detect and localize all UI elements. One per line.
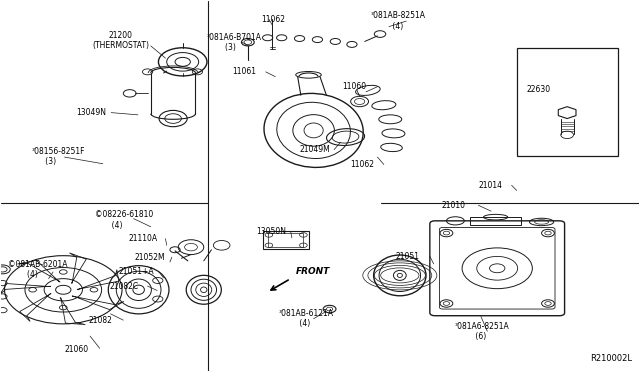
Text: 22630: 22630: [526, 85, 550, 94]
Text: ©08226-61810
       (4): ©08226-61810 (4): [95, 211, 154, 230]
Text: 21110A: 21110A: [129, 234, 157, 243]
Bar: [516, 48, 618, 155]
Text: 21010: 21010: [442, 201, 465, 210]
Text: 21051+A: 21051+A: [119, 267, 154, 276]
Bar: [262, 231, 308, 249]
Text: ©081AB-6201A
        (4): ©081AB-6201A (4): [8, 260, 68, 279]
Text: 11061: 11061: [232, 67, 256, 76]
Text: 11062: 11062: [261, 15, 285, 24]
Text: 11060: 11060: [342, 82, 367, 91]
Text: ³081A6-8251A
         (6): ³081A6-8251A (6): [454, 321, 509, 341]
Text: ³081A6-B701A
        (3): ³081A6-B701A (3): [206, 32, 261, 52]
Text: 21082: 21082: [89, 316, 113, 325]
Text: ³081AB-6121A
         (4): ³081AB-6121A (4): [278, 309, 333, 328]
Text: 21051: 21051: [396, 252, 419, 261]
Text: 21200
(THERMOSTAT): 21200 (THERMOSTAT): [92, 31, 149, 50]
Bar: [470, 217, 521, 225]
Text: 21052M: 21052M: [135, 253, 165, 262]
Text: ³08156-8251F
      (3): ³08156-8251F (3): [31, 147, 85, 166]
Text: ³081AB-8251A
         (4): ³081AB-8251A (4): [371, 12, 426, 31]
Text: 21049M: 21049M: [300, 145, 330, 154]
Text: 21060: 21060: [65, 344, 89, 353]
Text: R210002L: R210002L: [589, 354, 632, 363]
Bar: [268, 234, 303, 247]
Text: 21082C: 21082C: [109, 282, 138, 291]
Text: 21014: 21014: [478, 181, 502, 190]
Text: 11062: 11062: [351, 160, 374, 169]
Text: FRONT: FRONT: [296, 267, 330, 276]
Text: 13050N: 13050N: [256, 227, 286, 236]
Text: 13049N: 13049N: [76, 108, 106, 117]
